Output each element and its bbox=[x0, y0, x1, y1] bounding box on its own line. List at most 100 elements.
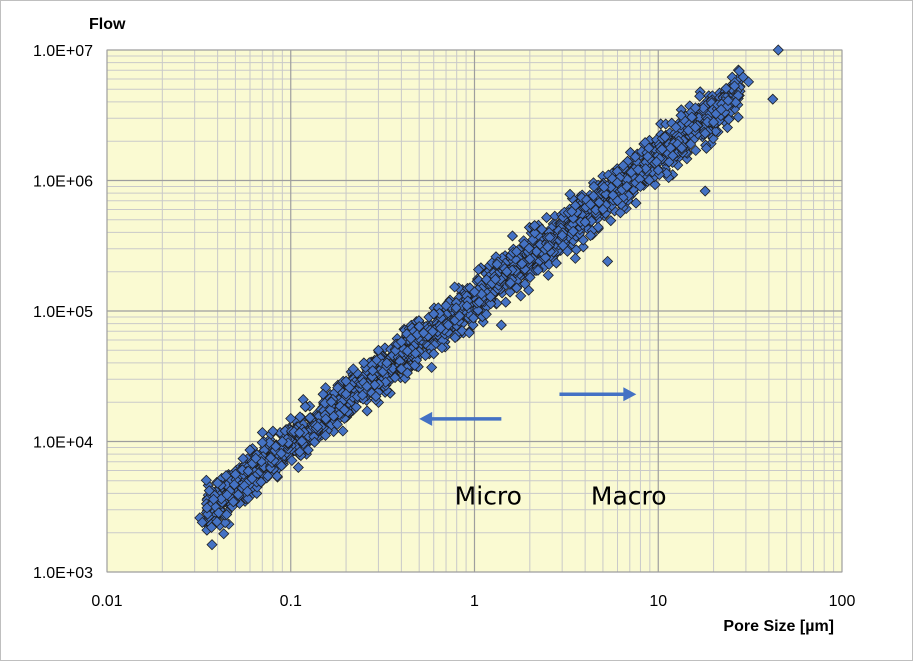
data-point bbox=[480, 308, 492, 320]
data-point bbox=[728, 80, 741, 92]
data-point bbox=[772, 44, 784, 56]
data-point bbox=[405, 332, 417, 345]
y-tick-label: 1.0E+04 bbox=[33, 435, 93, 452]
data-point bbox=[309, 436, 321, 448]
annotations: Micro Macro bbox=[455, 481, 667, 510]
data-point bbox=[515, 290, 527, 302]
data-point bbox=[428, 348, 440, 360]
data-point bbox=[742, 76, 755, 88]
data-point bbox=[389, 371, 401, 384]
data-point bbox=[337, 425, 349, 437]
y-tick-label: 1.0E+07 bbox=[33, 43, 93, 60]
data-point bbox=[428, 308, 440, 320]
data-point bbox=[504, 286, 516, 298]
data-point bbox=[220, 470, 232, 482]
data-point bbox=[710, 125, 722, 137]
data-point bbox=[294, 446, 306, 458]
data-point bbox=[262, 470, 274, 482]
data-point bbox=[536, 223, 548, 235]
x-tick-label: 10 bbox=[649, 593, 667, 610]
x-tick-label: 0.01 bbox=[91, 593, 122, 610]
data-point bbox=[550, 257, 562, 269]
data-point bbox=[275, 447, 287, 459]
data-point bbox=[427, 325, 439, 338]
data-point bbox=[358, 357, 370, 369]
data-point bbox=[485, 298, 497, 310]
data-point bbox=[207, 493, 220, 505]
data-point bbox=[767, 93, 779, 105]
data-point bbox=[629, 151, 641, 163]
data-point bbox=[372, 344, 384, 356]
macro-arrow-head bbox=[623, 387, 637, 402]
data-point bbox=[542, 241, 554, 253]
data-point bbox=[228, 479, 240, 491]
data-point bbox=[722, 94, 734, 107]
data-point bbox=[409, 359, 421, 372]
data-point bbox=[689, 121, 701, 133]
data-point bbox=[356, 389, 369, 401]
data-point bbox=[614, 207, 626, 219]
data-point bbox=[211, 516, 223, 528]
data-point bbox=[340, 375, 352, 387]
x-tick-label: 1 bbox=[470, 593, 479, 610]
data-point bbox=[296, 435, 308, 447]
data-point bbox=[495, 319, 507, 331]
data-point bbox=[707, 116, 720, 128]
data-point bbox=[219, 517, 231, 529]
data-point bbox=[256, 437, 268, 449]
x-axis-title: Pore Size [µm] bbox=[723, 618, 834, 635]
data-point bbox=[350, 401, 362, 413]
data-point bbox=[501, 266, 513, 278]
data-point bbox=[361, 405, 373, 417]
data-point bbox=[265, 452, 277, 464]
data-point bbox=[250, 452, 262, 464]
data-point bbox=[381, 357, 393, 369]
data-point bbox=[675, 109, 687, 121]
data-point bbox=[201, 502, 213, 514]
data-point bbox=[634, 180, 647, 193]
data-point bbox=[413, 320, 425, 333]
data-point bbox=[630, 197, 642, 209]
data-point bbox=[652, 164, 664, 176]
data-point bbox=[569, 252, 581, 264]
data-point bbox=[237, 452, 249, 465]
data-point bbox=[299, 401, 311, 413]
y-tick-label: 1.0E+06 bbox=[33, 174, 93, 191]
data-point bbox=[203, 485, 215, 497]
data-point bbox=[584, 198, 597, 210]
data-point bbox=[542, 269, 554, 281]
data-point bbox=[200, 474, 212, 486]
data-point bbox=[206, 539, 218, 551]
data-point bbox=[519, 278, 531, 290]
data-point bbox=[331, 418, 343, 430]
x-tick-label: 100 bbox=[829, 593, 856, 610]
data-point bbox=[605, 215, 617, 227]
data-point bbox=[285, 412, 297, 425]
data-point bbox=[232, 489, 244, 501]
data-point bbox=[401, 345, 413, 357]
data-point bbox=[670, 121, 682, 133]
data-point bbox=[661, 167, 673, 179]
data-point bbox=[656, 143, 668, 155]
data-point bbox=[246, 473, 258, 485]
data-point bbox=[491, 258, 503, 270]
data-point bbox=[461, 300, 473, 312]
data-point bbox=[395, 363, 407, 375]
data-point bbox=[468, 286, 481, 298]
macro-arrow bbox=[559, 387, 637, 402]
data-point bbox=[294, 411, 306, 423]
data-point bbox=[640, 163, 652, 175]
data-point bbox=[453, 310, 466, 322]
data-point bbox=[685, 138, 697, 150]
data-point bbox=[539, 251, 552, 264]
data-point bbox=[267, 425, 279, 437]
data-point bbox=[369, 379, 381, 391]
data-point bbox=[426, 361, 438, 373]
data-point bbox=[338, 404, 350, 416]
annotation-micro: Micro bbox=[455, 481, 522, 510]
data-point bbox=[472, 304, 484, 316]
data-point bbox=[325, 396, 337, 408]
data-point bbox=[449, 332, 461, 344]
annotation-macro: Macro bbox=[591, 481, 667, 510]
